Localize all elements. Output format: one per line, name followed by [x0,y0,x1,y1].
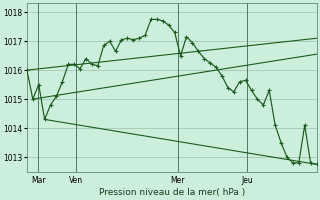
X-axis label: Pression niveau de la mer( hPa ): Pression niveau de la mer( hPa ) [99,188,245,197]
